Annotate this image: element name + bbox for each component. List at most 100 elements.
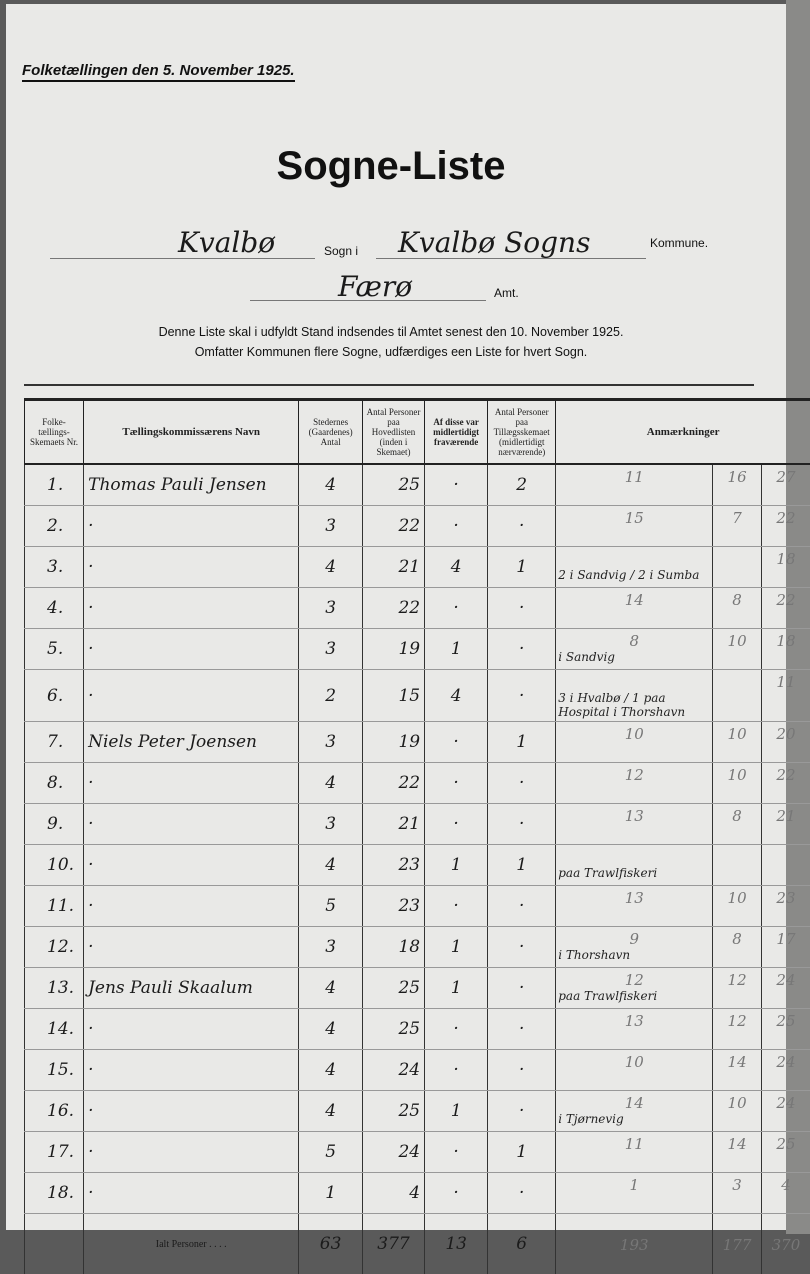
remark-c: 22 <box>761 588 810 629</box>
person-count: 25 <box>362 464 424 506</box>
remark-note: i Tjørnevig <box>558 1112 708 1126</box>
remark-b-value <box>717 848 757 866</box>
row-number: 3. <box>25 547 84 588</box>
remark-b: 10 <box>713 1091 762 1132</box>
absent-count: · <box>425 1173 488 1214</box>
remark-a-value: 12 <box>560 971 708 989</box>
supplement-count: · <box>488 927 556 968</box>
supplement-count: · <box>488 1050 556 1091</box>
absent-count: 1 <box>425 968 488 1009</box>
col-personer: Antal Personer paa Hovedlisten (inden i … <box>362 400 424 465</box>
remark-a: 10 <box>556 1050 713 1091</box>
remark-b-value: 8 <box>717 930 757 948</box>
person-count: 19 <box>362 629 424 670</box>
census-title: Folketællingen den 5. November 1925. <box>22 62 295 82</box>
supplement-count: · <box>488 1173 556 1214</box>
remark-a-value: 9 <box>560 930 708 948</box>
sogn-value: Kvalbø <box>178 226 275 259</box>
remark-note: paa Trawlfiskeri <box>558 866 708 880</box>
person-count: 23 <box>362 845 424 886</box>
remark-b: 8 <box>713 804 762 845</box>
remark-b-value: 10 <box>717 1094 757 1112</box>
remark-b-value: 10 <box>717 632 757 650</box>
person-count: 22 <box>362 588 424 629</box>
person-count: 21 <box>362 804 424 845</box>
steder-count: 4 <box>299 1050 363 1091</box>
remark-b: 8 <box>713 927 762 968</box>
remark-a-value: 11 <box>560 1135 708 1153</box>
remark-b-value: 14 <box>717 1053 757 1071</box>
remark-a-value: 10 <box>560 1053 708 1071</box>
remark-b-value: 7 <box>717 509 757 527</box>
remark-c-value: 24 <box>766 1094 806 1112</box>
row-number: 6. <box>25 670 84 722</box>
remark-c: 25 <box>761 1132 810 1173</box>
page-title: Sogne-Liste <box>6 144 776 189</box>
remark-a: 10 <box>556 722 713 763</box>
kommune-label: Kommune. <box>650 236 708 250</box>
remark-b: 10 <box>713 722 762 763</box>
steder-count: 3 <box>299 804 363 845</box>
supplement-count: · <box>488 1091 556 1132</box>
total-steder: 63 <box>299 1214 363 1274</box>
row-number: 8. <box>25 763 84 804</box>
person-count: 4 <box>362 1173 424 1214</box>
row-number: 2. <box>25 506 84 547</box>
remark-b: 16 <box>713 464 762 506</box>
supplement-count: · <box>488 506 556 547</box>
person-count: 22 <box>362 506 424 547</box>
remark-c-value: 4 <box>766 1176 806 1194</box>
remark-b: 10 <box>713 629 762 670</box>
remark-a: 2 i Sandvig / 2 i Sumba <box>556 547 713 588</box>
person-count: 19 <box>362 722 424 763</box>
remark-c: 18 <box>761 629 810 670</box>
remark-a-value: 1 <box>560 1176 708 1194</box>
steder-count: 3 <box>299 722 363 763</box>
steder-count: 3 <box>299 629 363 670</box>
row-number: 12. <box>25 927 84 968</box>
commissioner-name: · <box>84 1050 299 1091</box>
commissioner-name: · <box>84 1091 299 1132</box>
remark-a: 11 <box>556 464 713 506</box>
remark-a: 14 <box>556 588 713 629</box>
remark-c-value: 23 <box>766 889 806 907</box>
absent-count: · <box>425 1009 488 1050</box>
remark-b-value: 14 <box>717 1135 757 1153</box>
amt-label: Amt. <box>494 286 519 300</box>
remark-a-value: 12 <box>560 766 708 784</box>
sogn-label: Sogn i <box>324 244 358 258</box>
supplement-count: · <box>488 629 556 670</box>
remark-b: 7 <box>713 506 762 547</box>
absent-count: · <box>425 886 488 927</box>
remark-note: i Thorshavn <box>558 948 708 962</box>
absent-count: 4 <box>425 547 488 588</box>
remark-note: 2 i Sandvig / 2 i Sumba <box>558 568 708 582</box>
person-count: 21 <box>362 547 424 588</box>
person-count: 15 <box>362 670 424 722</box>
supplement-count: · <box>488 886 556 927</box>
supplement-count: 1 <box>488 1132 556 1173</box>
remark-b <box>713 670 762 722</box>
commissioner-name: · <box>84 1132 299 1173</box>
remark-b <box>713 845 762 886</box>
steder-count: 4 <box>299 968 363 1009</box>
supplement-count: · <box>488 968 556 1009</box>
remark-a-value: 15 <box>560 509 708 527</box>
remark-c: 27 <box>761 464 810 506</box>
steder-count: 2 <box>299 670 363 722</box>
supplement-count: · <box>488 670 556 722</box>
remark-b: 14 <box>713 1132 762 1173</box>
commissioner-name: · <box>84 804 299 845</box>
remark-a: 13 <box>556 886 713 927</box>
remark-b-value: 8 <box>717 591 757 609</box>
steder-count: 3 <box>299 588 363 629</box>
col-steder: Stedernes (Gaardenes) Antal <box>299 400 363 465</box>
remark-note: paa Trawlfiskeri <box>558 989 708 1003</box>
remark-a-value: 14 <box>560 1094 708 1112</box>
